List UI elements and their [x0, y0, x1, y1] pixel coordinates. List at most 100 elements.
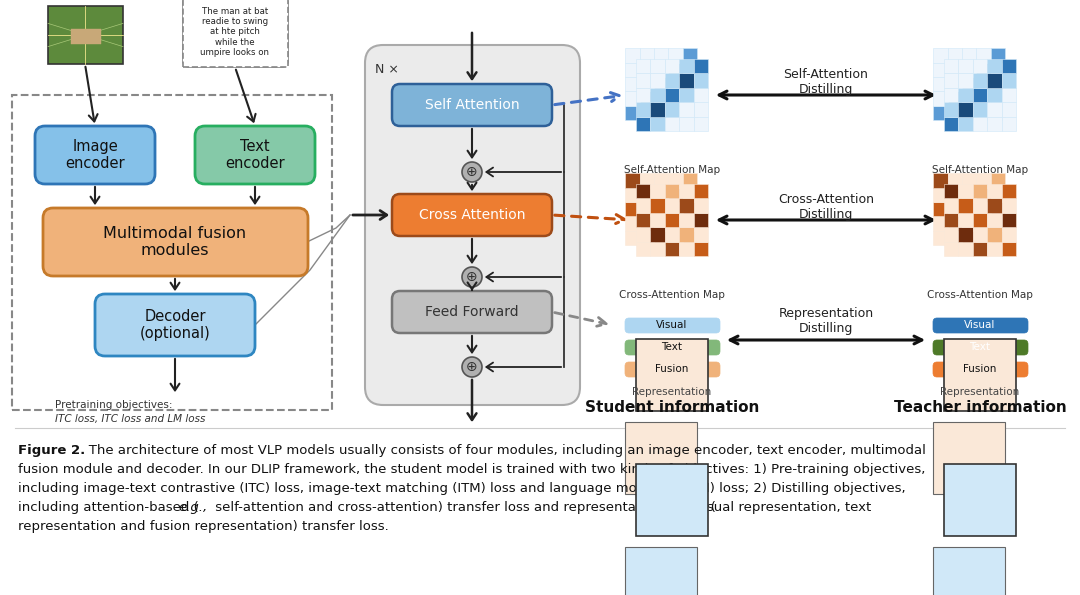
- Bar: [1001, 59, 1016, 73]
- Bar: [654, 173, 669, 187]
- Bar: [650, 198, 665, 213]
- Bar: [665, 242, 679, 256]
- Bar: [947, 77, 962, 92]
- Text: Multimodal fusion
modules: Multimodal fusion modules: [104, 226, 246, 258]
- Bar: [990, 173, 1005, 187]
- Bar: [947, 92, 962, 106]
- Bar: [947, 187, 962, 202]
- Bar: [625, 48, 639, 62]
- Bar: [654, 77, 669, 92]
- Circle shape: [462, 162, 482, 182]
- Bar: [650, 88, 665, 102]
- Bar: [669, 202, 683, 217]
- Text: including image-text contrastive (ITC) loss, image-text matching (ITM) loss and : including image-text contrastive (ITC) l…: [18, 482, 906, 495]
- Bar: [962, 106, 976, 120]
- Bar: [1001, 88, 1016, 102]
- Bar: [933, 62, 947, 77]
- Bar: [987, 73, 1001, 88]
- FancyBboxPatch shape: [35, 126, 156, 184]
- Text: visual representation, text: visual representation, text: [691, 501, 872, 514]
- Bar: [625, 217, 639, 231]
- FancyBboxPatch shape: [625, 318, 720, 333]
- Bar: [669, 173, 683, 187]
- Bar: [639, 106, 654, 120]
- Bar: [976, 92, 990, 106]
- Bar: [625, 77, 639, 92]
- Bar: [639, 92, 654, 106]
- Bar: [1001, 184, 1016, 198]
- FancyBboxPatch shape: [183, 0, 288, 67]
- Bar: [669, 77, 683, 92]
- Text: Text: Text: [970, 342, 990, 352]
- Bar: [636, 117, 650, 131]
- FancyBboxPatch shape: [195, 126, 315, 184]
- Bar: [990, 202, 1005, 217]
- Bar: [693, 198, 708, 213]
- Bar: [990, 77, 1005, 92]
- Bar: [693, 73, 708, 88]
- Bar: [958, 73, 973, 88]
- Bar: [636, 464, 708, 536]
- Bar: [679, 198, 693, 213]
- Bar: [639, 217, 654, 231]
- Bar: [639, 231, 654, 245]
- FancyBboxPatch shape: [625, 362, 720, 377]
- Bar: [650, 213, 665, 227]
- Bar: [944, 117, 958, 131]
- Bar: [650, 102, 665, 117]
- Bar: [665, 73, 679, 88]
- Bar: [933, 187, 947, 202]
- Bar: [987, 117, 1001, 131]
- Bar: [958, 117, 973, 131]
- Bar: [669, 92, 683, 106]
- Bar: [683, 187, 698, 202]
- Bar: [625, 202, 639, 217]
- Bar: [654, 187, 669, 202]
- Text: Decoder
(optional): Decoder (optional): [139, 309, 211, 341]
- Text: including attention-based (: including attention-based (: [18, 501, 199, 514]
- Bar: [665, 213, 679, 227]
- Bar: [1001, 73, 1016, 88]
- Bar: [636, 88, 650, 102]
- Bar: [639, 77, 654, 92]
- Bar: [693, 227, 708, 242]
- Bar: [962, 48, 976, 62]
- Bar: [625, 187, 639, 202]
- Bar: [654, 106, 669, 120]
- Bar: [944, 59, 958, 73]
- FancyBboxPatch shape: [95, 294, 255, 356]
- Bar: [976, 231, 990, 245]
- Text: Cross-Attention Map: Cross-Attention Map: [619, 290, 725, 300]
- Bar: [654, 92, 669, 106]
- Bar: [933, 202, 947, 217]
- Bar: [693, 117, 708, 131]
- FancyBboxPatch shape: [43, 208, 308, 276]
- Bar: [183, 0, 288, 67]
- FancyBboxPatch shape: [933, 318, 1028, 333]
- Bar: [987, 184, 1001, 198]
- Bar: [665, 102, 679, 117]
- Bar: [944, 184, 958, 198]
- Text: Visual: Visual: [657, 320, 688, 330]
- Bar: [679, 88, 693, 102]
- Bar: [639, 202, 654, 217]
- Text: Visual: Visual: [964, 320, 996, 330]
- Text: Representation: Representation: [941, 387, 1020, 397]
- Text: Image
encoder: Image encoder: [65, 139, 125, 171]
- Bar: [973, 227, 987, 242]
- FancyBboxPatch shape: [392, 291, 552, 333]
- Bar: [1001, 242, 1016, 256]
- Bar: [625, 422, 698, 494]
- Bar: [962, 62, 976, 77]
- FancyBboxPatch shape: [625, 340, 720, 355]
- Bar: [973, 73, 987, 88]
- Bar: [48, 6, 123, 64]
- Bar: [958, 184, 973, 198]
- Circle shape: [462, 357, 482, 377]
- Text: Fusion: Fusion: [963, 364, 997, 374]
- Bar: [683, 217, 698, 231]
- Bar: [962, 173, 976, 187]
- Bar: [650, 59, 665, 73]
- Text: Student information: Student information: [584, 400, 759, 415]
- Bar: [669, 62, 683, 77]
